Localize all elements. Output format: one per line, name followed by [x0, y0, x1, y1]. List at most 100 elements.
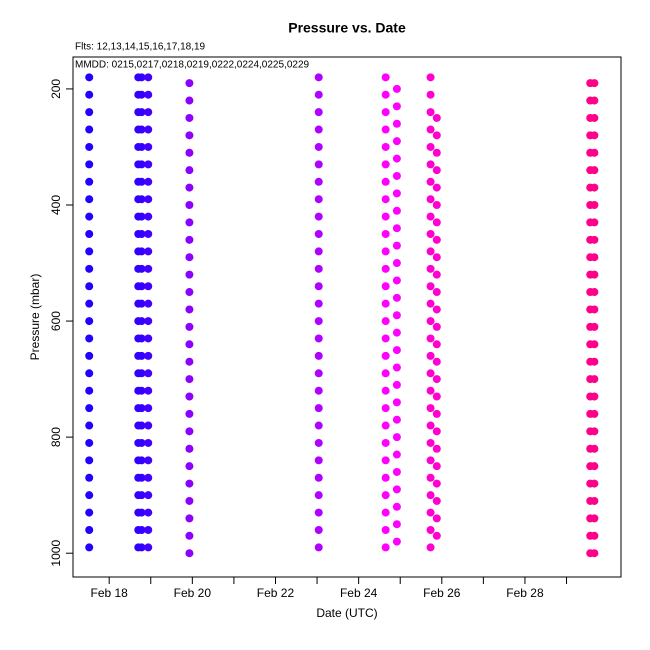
- point: [137, 160, 146, 169]
- point: [85, 543, 94, 552]
- point: [392, 137, 401, 146]
- point: [137, 508, 146, 517]
- point: [590, 462, 599, 471]
- point: [381, 73, 390, 82]
- point: [137, 264, 146, 273]
- point: [432, 183, 441, 192]
- point: [314, 299, 323, 308]
- point: [144, 90, 153, 99]
- point: [314, 90, 323, 99]
- point: [590, 531, 599, 540]
- point: [590, 183, 599, 192]
- point: [590, 392, 599, 401]
- point: [590, 479, 599, 488]
- point: [392, 154, 401, 163]
- point: [85, 125, 94, 134]
- point: [185, 79, 194, 88]
- point: [137, 195, 146, 204]
- point: [185, 357, 194, 366]
- point: [432, 531, 441, 540]
- point: [590, 357, 599, 366]
- point: [185, 166, 194, 175]
- point: [381, 473, 390, 482]
- point: [144, 299, 153, 308]
- x-tick-label: Feb 18: [90, 586, 128, 600]
- point: [426, 421, 435, 430]
- point: [392, 328, 401, 337]
- point: [144, 230, 153, 239]
- point: [426, 299, 435, 308]
- point: [381, 456, 390, 465]
- point: [85, 456, 94, 465]
- point: [590, 427, 599, 436]
- point: [381, 264, 390, 273]
- point: [137, 421, 146, 430]
- y-tick-label: 400: [49, 195, 63, 215]
- point: [432, 409, 441, 418]
- point: [392, 520, 401, 529]
- point: [432, 375, 441, 384]
- point: [381, 351, 390, 360]
- point: [590, 113, 599, 122]
- point: [590, 131, 599, 140]
- point: [137, 351, 146, 360]
- point: [392, 450, 401, 459]
- point: [432, 218, 441, 227]
- point: [392, 502, 401, 511]
- point: [85, 160, 94, 169]
- point: [137, 125, 146, 134]
- point: [432, 131, 441, 140]
- x-tick-label: Feb 28: [506, 586, 544, 600]
- point: [185, 218, 194, 227]
- point: [392, 84, 401, 93]
- point: [185, 549, 194, 558]
- point: [432, 270, 441, 279]
- point: [426, 282, 435, 291]
- point: [185, 270, 194, 279]
- point: [314, 73, 323, 82]
- point: [432, 340, 441, 349]
- point: [590, 305, 599, 314]
- point: [426, 177, 435, 186]
- point: [432, 148, 441, 157]
- point: [426, 386, 435, 395]
- point: [590, 148, 599, 157]
- point: [392, 119, 401, 128]
- point: [137, 491, 146, 500]
- point: [144, 508, 153, 517]
- point: [137, 299, 146, 308]
- point: [85, 230, 94, 239]
- point: [144, 264, 153, 273]
- point: [144, 212, 153, 221]
- point: [392, 189, 401, 198]
- point: [432, 200, 441, 209]
- point: [392, 363, 401, 372]
- point: [85, 334, 94, 343]
- point: [185, 288, 194, 297]
- point: [381, 247, 390, 256]
- point: [392, 259, 401, 268]
- point: [426, 160, 435, 169]
- point: [426, 456, 435, 465]
- y-tick-label: 800: [49, 427, 63, 447]
- point: [381, 160, 390, 169]
- point: [85, 491, 94, 500]
- point: [381, 404, 390, 413]
- point: [85, 177, 94, 186]
- annotation: MMDD: 0215,0217,0218,0219,0222,0224,0225…: [75, 60, 310, 71]
- point: [144, 404, 153, 413]
- point: [590, 235, 599, 244]
- point: [314, 404, 323, 413]
- point: [590, 79, 599, 88]
- point: [85, 108, 94, 117]
- point: [426, 108, 435, 117]
- point: [314, 438, 323, 447]
- point: [590, 322, 599, 331]
- point: [85, 212, 94, 221]
- point: [314, 247, 323, 256]
- point: [314, 351, 323, 360]
- point: [137, 456, 146, 465]
- point: [314, 473, 323, 482]
- point: [432, 235, 441, 244]
- point: [381, 299, 390, 308]
